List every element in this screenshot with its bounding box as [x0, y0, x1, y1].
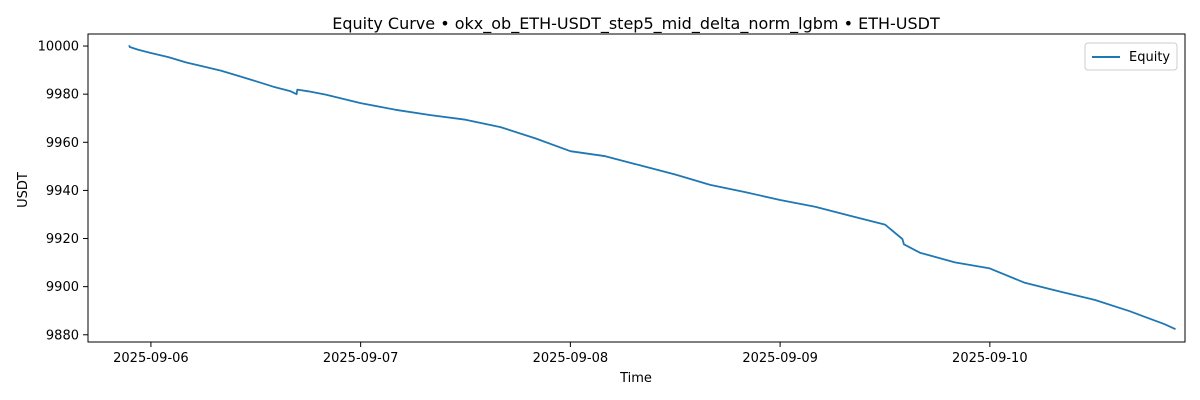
y-tick-label: 9920	[46, 232, 79, 247]
chart-title: Equity Curve • okx_ob_ETH-USDT_step5_mid…	[332, 14, 940, 34]
x-tick-label: 2025-09-06	[113, 351, 189, 366]
y-tick-label: 10000	[38, 40, 79, 55]
y-tick-label: 9900	[46, 280, 79, 295]
x-axis-label: Time	[619, 371, 652, 386]
x-tick-label: 2025-09-08	[533, 351, 609, 366]
legend-label-equity: Equity	[1129, 50, 1170, 65]
plot-area	[128, 44, 1176, 331]
y-tick-label: 9940	[46, 184, 79, 199]
series-line-equity	[128, 44, 1176, 331]
x-tick-label: 2025-09-07	[323, 351, 399, 366]
plot-frame	[87, 33, 1186, 343]
y-axis: 9880 9900 9920 9940 9960 9980 10000	[38, 40, 88, 343]
x-tick-label: 2025-09-10	[952, 351, 1028, 366]
y-tick-label: 9980	[46, 88, 79, 103]
x-axis: 2025-09-06 2025-09-07 2025-09-08 2025-09-09…	[113, 342, 1028, 366]
y-axis-label: USDT	[16, 172, 31, 208]
x-tick-label: 2025-09-09	[742, 351, 818, 366]
legend: Equity	[1084, 42, 1178, 71]
legend-box	[1084, 42, 1178, 71]
y-tick-label: 9880	[46, 328, 79, 343]
y-tick-label: 9960	[46, 136, 79, 151]
